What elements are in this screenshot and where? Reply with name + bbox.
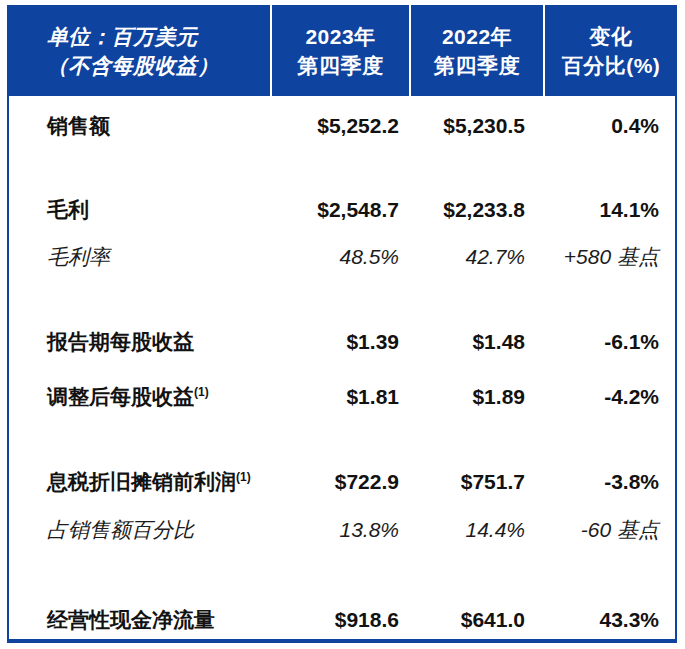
value-change: -6.1%: [545, 323, 675, 361]
row-label: 毛利: [9, 191, 272, 229]
value-q4-2023: $1.39: [272, 323, 411, 361]
value-q4-2022: $5,230.5: [411, 107, 545, 145]
value-q4-2023: 48.5%: [272, 238, 411, 276]
header-2023-line2: 第四季度: [298, 51, 384, 80]
table-row: 报告期每股收益 $1.39 $1.48 -6.1%: [9, 323, 675, 361]
row-label: 销售额: [9, 107, 272, 145]
header-cell-q4-2023: 2023年 第四季度: [272, 5, 411, 96]
table-row: 占销售额百分比 13.8% 14.4% -60 基点: [9, 511, 675, 549]
value-change: -4.2%: [545, 378, 675, 416]
value-change: -60 基点: [545, 511, 675, 549]
header-change-line1: 变化: [590, 22, 633, 51]
value-q4-2022: 14.4%: [411, 511, 545, 549]
value-q4-2023: $5,252.2: [272, 107, 411, 145]
row-label: 报告期每股收益: [9, 323, 272, 361]
value-q4-2023: $1.81: [272, 378, 411, 416]
financial-results-table: 单位：百万美元 （不含每股收益） 2023年 第四季度 2022年 第四季度 变…: [0, 0, 685, 649]
value-q4-2023: $722.9: [272, 463, 411, 501]
table-body: 销售额 $5,252.2 $5,230.5 0.4% 毛利 $2,548.7 $…: [7, 96, 677, 643]
value-q4-2022: $1.89: [411, 378, 545, 416]
value-change: 43.3%: [545, 601, 675, 639]
row-label: 占销售额百分比: [9, 511, 272, 549]
header-2022-line2: 第四季度: [434, 51, 520, 80]
value-q4-2023: $2,548.7: [272, 191, 411, 229]
header-unit-line2: （不含每股收益）: [47, 51, 219, 80]
row-label: 毛利率: [9, 238, 272, 276]
table-row: 毛利 $2,548.7 $2,233.8 14.1%: [9, 191, 675, 229]
value-q4-2022: $1.48: [411, 323, 545, 361]
header-2022-line1: 2022年: [442, 22, 512, 51]
header-2023-line1: 2023年: [305, 22, 375, 51]
table-row: 调整后每股收益(1) $1.81 $1.89 -4.2%: [9, 378, 675, 416]
value-change: +580 基点: [545, 238, 675, 276]
value-q4-2022: 42.7%: [411, 238, 545, 276]
table-row: 经营性现金净流量 $918.6 $641.0 43.3%: [9, 601, 675, 639]
header-change-line2: 百分比(%): [562, 51, 661, 80]
row-label: 调整后每股收益(1): [9, 378, 272, 416]
table-header: 单位：百万美元 （不含每股收益） 2023年 第四季度 2022年 第四季度 变…: [7, 5, 677, 96]
value-q4-2023: 13.8%: [272, 511, 411, 549]
row-label: 息税折旧摊销前利润(1): [9, 463, 272, 501]
header-cell-q4-2022: 2022年 第四季度: [411, 5, 545, 96]
value-q4-2023: $918.6: [272, 601, 411, 639]
header-cell-change-pct: 变化 百分比(%): [545, 5, 677, 96]
value-q4-2022: $641.0: [411, 601, 545, 639]
table-row: 息税折旧摊销前利润(1) $722.9 $751.7 -3.8%: [9, 463, 675, 501]
value-change: 14.1%: [545, 191, 675, 229]
value-change: 0.4%: [545, 107, 675, 145]
table-row: 销售额 $5,252.2 $5,230.5 0.4%: [9, 107, 675, 145]
table-row: 毛利率 48.5% 42.7% +580 基点: [9, 238, 675, 276]
header-cell-unit: 单位：百万美元 （不含每股收益）: [7, 5, 272, 96]
value-change: -3.8%: [545, 463, 675, 501]
row-label: 经营性现金净流量: [9, 601, 272, 639]
value-q4-2022: $2,233.8: [411, 191, 545, 229]
header-unit-line1: 单位：百万美元: [47, 22, 198, 51]
value-q4-2022: $751.7: [411, 463, 545, 501]
